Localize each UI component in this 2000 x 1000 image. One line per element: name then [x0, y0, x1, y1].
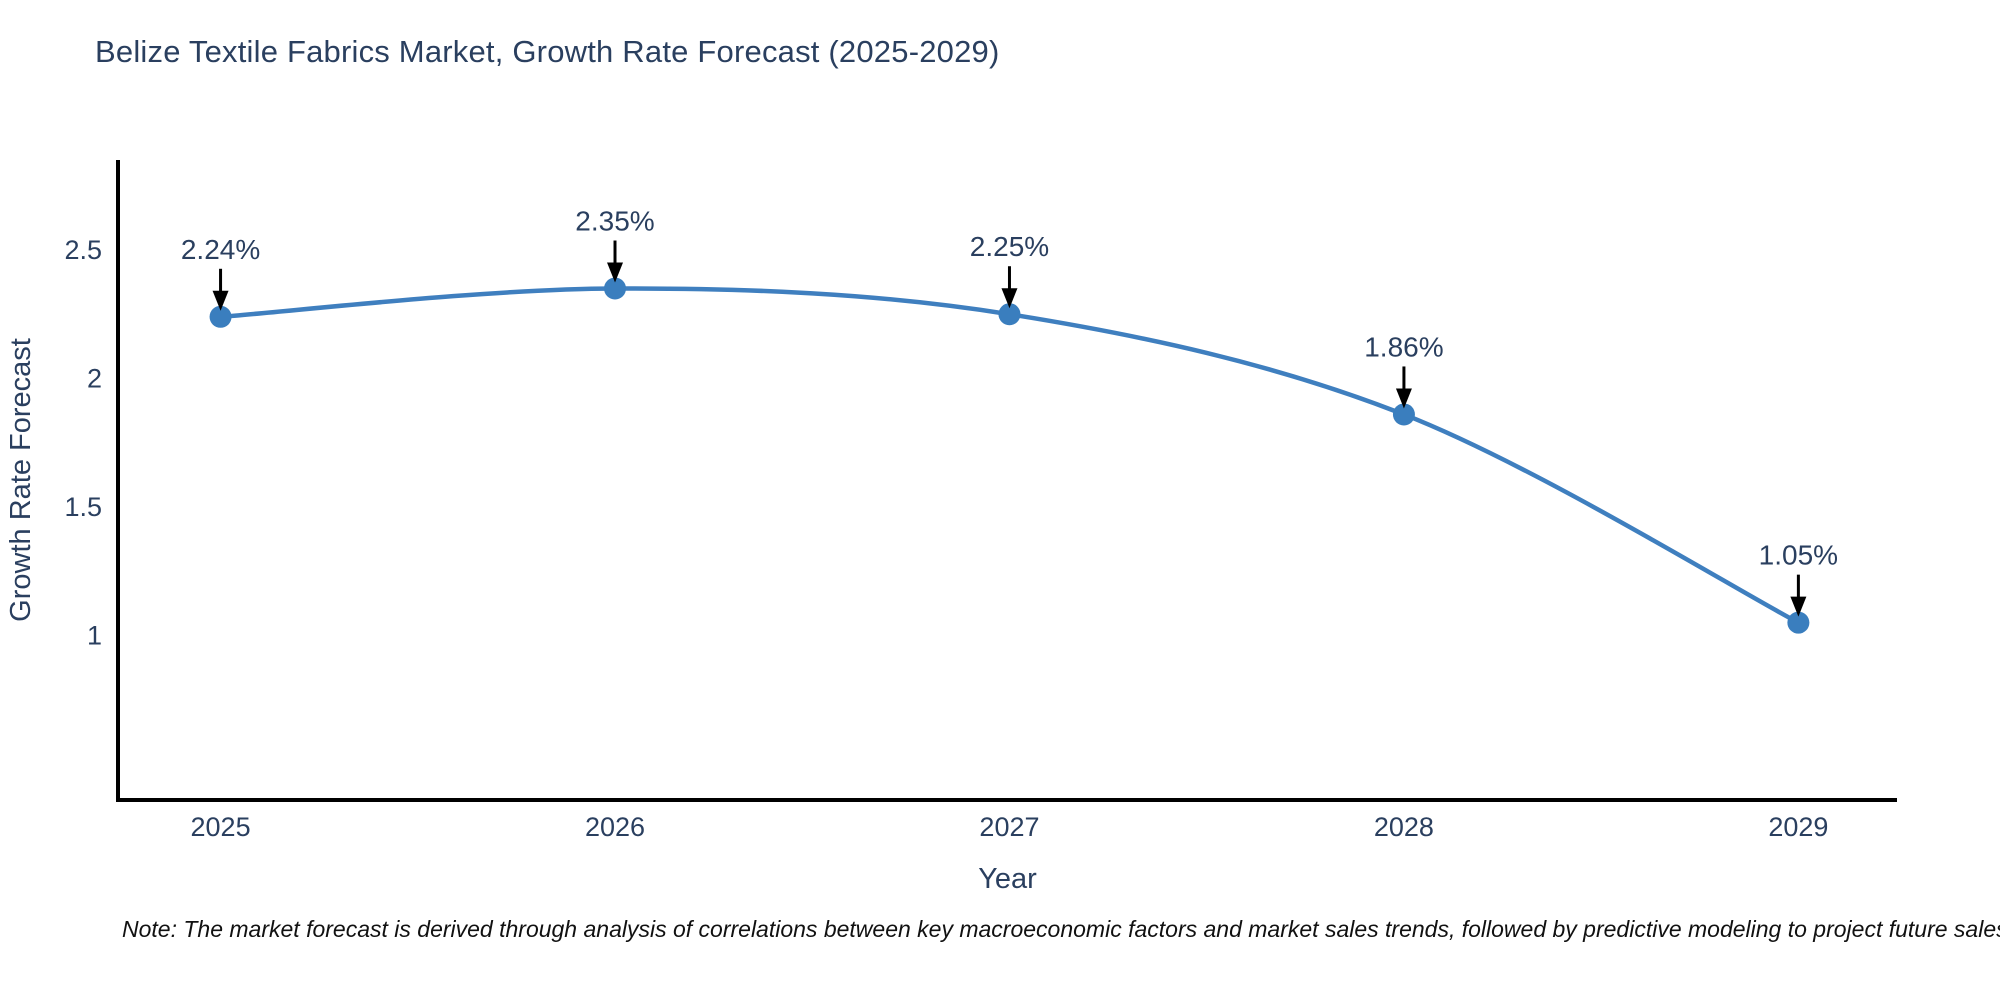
- point-value-label: 1.86%: [1364, 331, 1443, 362]
- point-marker: [1392, 403, 1415, 426]
- annotation-arrowhead-icon: [1395, 388, 1412, 409]
- point-value-label: 2.35%: [575, 206, 654, 237]
- y-tick-label: 2.5: [64, 235, 102, 265]
- point-marker: [1787, 611, 1810, 634]
- y-tick-label: 1.5: [64, 492, 102, 522]
- y-tick-label: 2: [87, 363, 102, 393]
- x-tick-label: 2025: [191, 812, 251, 842]
- axis-spines: [116, 160, 1897, 802]
- data-point-2027: 2.25%: [970, 231, 1049, 326]
- series-line: [218, 286, 1801, 625]
- x-tick-label: 2028: [1374, 812, 1434, 842]
- data-point-2028: 1.86%: [1364, 331, 1444, 426]
- data-point-2029: 1.05%: [1759, 540, 1838, 634]
- y-tick-label: 1: [87, 621, 102, 651]
- x-axis-title: Year: [978, 863, 1037, 895]
- point-marker: [209, 305, 232, 328]
- x-tick-label: 2029: [1768, 812, 1828, 842]
- x-tick-label: 2026: [585, 812, 645, 842]
- y-axis-ticks: 1 1.5 2 2.5: [64, 235, 102, 651]
- data-point-2025: 2.24%: [181, 234, 260, 328]
- annotation-arrowhead-icon: [212, 290, 229, 311]
- point-value-label: 2.25%: [970, 231, 1049, 262]
- x-tick-label: 2027: [979, 812, 1039, 842]
- point-value-label: 2.24%: [181, 234, 260, 265]
- data-point-2026: 2.35%: [575, 206, 655, 300]
- annotation-arrowhead-icon: [1001, 288, 1018, 309]
- point-value-label: 1.05%: [1759, 540, 1838, 571]
- point-marker: [998, 303, 1021, 326]
- footnote: Note: The market forecast is derived thr…: [122, 916, 2000, 942]
- y-axis-title: Growth Rate Forecast: [5, 338, 37, 622]
- chart-title: Belize Textile Fabrics Market, Growth Ra…: [95, 34, 1000, 69]
- point-marker: [604, 277, 627, 300]
- x-axis-ticks: 2025 2026 2027 2028 2029: [191, 812, 1829, 842]
- annotation-arrowhead-icon: [1790, 596, 1807, 617]
- annotation-arrowhead-icon: [607, 262, 624, 283]
